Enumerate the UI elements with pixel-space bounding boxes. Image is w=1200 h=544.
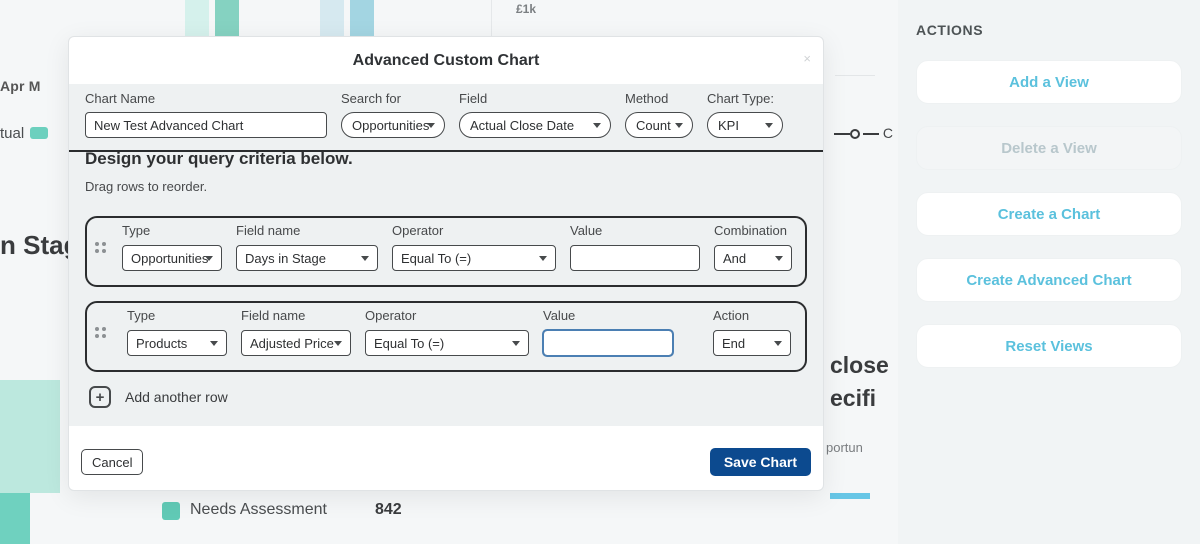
chart-type-select[interactable]: KPI — [707, 112, 783, 138]
type-label: Type — [122, 223, 222, 238]
value-label: Value — [543, 308, 673, 323]
search-for-select[interactable]: Opportunities — [341, 112, 445, 138]
field-label: Field — [459, 91, 611, 106]
drag-handle-icon[interactable] — [95, 242, 106, 253]
legend-value: 842 — [375, 501, 402, 519]
chart-name-input[interactable] — [85, 112, 327, 138]
action-select[interactable]: End — [713, 330, 791, 356]
legend-label: Needs Assessment — [190, 501, 327, 519]
add-row-label: Add another row — [125, 389, 228, 405]
action-label: Action — [713, 308, 791, 323]
create-chart-button[interactable]: Create a Chart — [916, 192, 1182, 236]
combination-label: Combination — [714, 223, 792, 238]
search-for-label: Search for — [341, 91, 445, 106]
bg-legend-fragment: tual — [0, 125, 48, 142]
bg-chart-block — [0, 493, 30, 544]
operator-select[interactable]: Equal To (=) — [365, 330, 529, 356]
add-view-button[interactable]: Add a View — [916, 60, 1182, 104]
criteria-row: Type Opportunities Field name Days in St… — [85, 216, 807, 287]
type-select[interactable]: Products — [127, 330, 227, 356]
modal-footer: Cancel Save Chart — [69, 426, 823, 490]
field-name-label: Field name — [236, 223, 378, 238]
query-subtext: Drag rows to reorder. — [85, 179, 807, 194]
add-row-button[interactable]: + — [89, 386, 111, 408]
modal-top-controls: Chart Name Search for Opportunities Fiel… — [69, 84, 823, 152]
create-advanced-chart-button[interactable]: Create Advanced Chart — [916, 258, 1182, 302]
bg-accent-bar — [830, 493, 870, 499]
actions-panel: ACTIONS Add a View Delete a View Create … — [898, 0, 1200, 544]
bg-months: Apr M — [0, 78, 45, 94]
bg-text-fragment: portun — [826, 440, 863, 455]
bg-bottom-legend: Needs Assessment 842 — [0, 493, 870, 544]
field-name-select[interactable]: Days in Stage — [236, 245, 378, 271]
value-input[interactable] — [543, 330, 673, 356]
cancel-button[interactable]: Cancel — [81, 449, 143, 475]
field-name-label: Field name — [241, 308, 351, 323]
query-builder: /* placeholder to keep structure; real b… — [69, 152, 823, 426]
value-input[interactable] — [570, 245, 700, 271]
reset-views-button[interactable]: Reset Views — [916, 324, 1182, 368]
method-label: Method — [625, 91, 693, 106]
bg-chart-block — [0, 380, 60, 493]
legend-swatch — [30, 127, 48, 139]
actions-title: ACTIONS — [916, 22, 1182, 38]
operator-label: Operator — [365, 308, 529, 323]
legend-swatch — [162, 502, 180, 520]
criteria-row: Type Products Field name Adjusted Price … — [85, 301, 807, 372]
field-select[interactable]: Actual Close Date — [459, 112, 611, 138]
operator-label: Operator — [392, 223, 556, 238]
drag-handle-icon[interactable] — [95, 327, 111, 338]
operator-select[interactable]: Equal To (=) — [392, 245, 556, 271]
save-chart-button[interactable]: Save Chart — [710, 448, 811, 476]
bg-text-fragment: close — [830, 352, 889, 379]
type-select[interactable]: Opportunities — [122, 245, 222, 271]
bg-ylabel: £1k — [516, 2, 536, 16]
chart-type-label: Chart Type: — [707, 91, 783, 106]
method-select[interactable]: Count — [625, 112, 693, 138]
bg-text-fragment: ecifi — [830, 385, 876, 412]
value-label: Value — [570, 223, 700, 238]
combination-select[interactable]: And — [714, 245, 792, 271]
bg-divider — [835, 75, 875, 76]
bg-series-marker: C — [834, 125, 893, 141]
delete-view-button: Delete a View — [916, 126, 1182, 170]
query-heading: Design your query criteria below. — [85, 149, 807, 169]
field-name-select[interactable]: Adjusted Price — [241, 330, 351, 356]
close-icon[interactable]: × — [803, 51, 811, 66]
chart-name-label: Chart Name — [85, 91, 327, 106]
modal-title: Advanced Custom Chart — [69, 37, 823, 84]
advanced-chart-modal: Advanced Custom Chart × Chart Name Searc… — [68, 36, 824, 491]
type-label: Type — [127, 308, 227, 323]
